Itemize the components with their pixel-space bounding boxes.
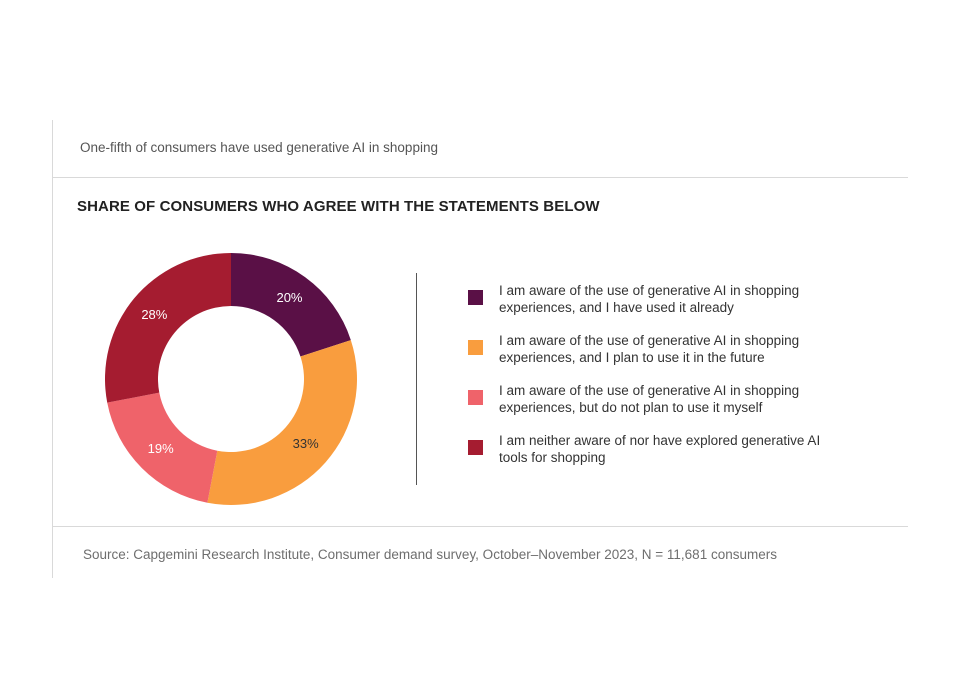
donut-slice-1 [231, 253, 351, 357]
legend-swatch-1 [468, 290, 483, 305]
legend-label-4: I am neither aware of nor have explored … [499, 432, 820, 466]
legend-label-line: I am aware of the use of generative AI i… [499, 383, 800, 398]
legend-label-3: I am aware of the use of generative AI i… [499, 382, 799, 416]
legend-swatch-2 [468, 340, 483, 355]
legend-swatch-3 [468, 390, 483, 405]
chart-legend-divider [416, 273, 417, 485]
donut-slice-label-4: 28% [141, 307, 167, 322]
chart-legend: I am aware of the use of generative AI i… [468, 282, 848, 482]
legend-item-1: I am aware of the use of generative AI i… [468, 282, 848, 332]
legend-label-2: I am aware of the use of generative AI i… [499, 332, 799, 366]
source-note: Source: Capgemini Research Institute, Co… [83, 547, 777, 562]
donut-slice-label-1: 20% [276, 290, 302, 305]
top-divider [52, 177, 908, 178]
legend-label-line: I am neither aware of nor have explored … [499, 433, 821, 448]
legend-label-line: I am aware of the use of generative AI i… [499, 283, 800, 298]
donut-slice-2 [207, 340, 357, 505]
donut-slice-3 [107, 392, 218, 503]
legend-label-line: experiences, but do not plan to use it m… [499, 400, 763, 415]
chart-subtitle: One-fifth of consumers have used generat… [80, 140, 438, 155]
legend-item-2: I am aware of the use of generative AI i… [468, 332, 848, 382]
legend-swatch-4 [468, 440, 483, 455]
legend-item-4: I am neither aware of nor have explored … [468, 432, 848, 482]
donut-slice-label-3: 19% [148, 441, 174, 456]
legend-label-line: tools for shopping [499, 450, 606, 465]
legend-label-line: experiences, and I have used it already [499, 300, 734, 315]
donut-slice-label-2: 33% [293, 436, 319, 451]
donut-chart: 20% 33% 19% 28% [105, 253, 357, 505]
legend-label-line: I am aware of the use of generative AI i… [499, 333, 800, 348]
chart-title: SHARE OF CONSUMERS WHO AGREE WITH THE ST… [77, 198, 600, 215]
legend-label-line: experiences, and I plan to use it in the… [499, 350, 765, 365]
legend-item-3: I am aware of the use of generative AI i… [468, 382, 848, 432]
donut-slice-4 [105, 253, 231, 403]
legend-label-1: I am aware of the use of generative AI i… [499, 282, 799, 316]
bottom-divider [52, 526, 908, 527]
frame-left-border [52, 120, 53, 578]
